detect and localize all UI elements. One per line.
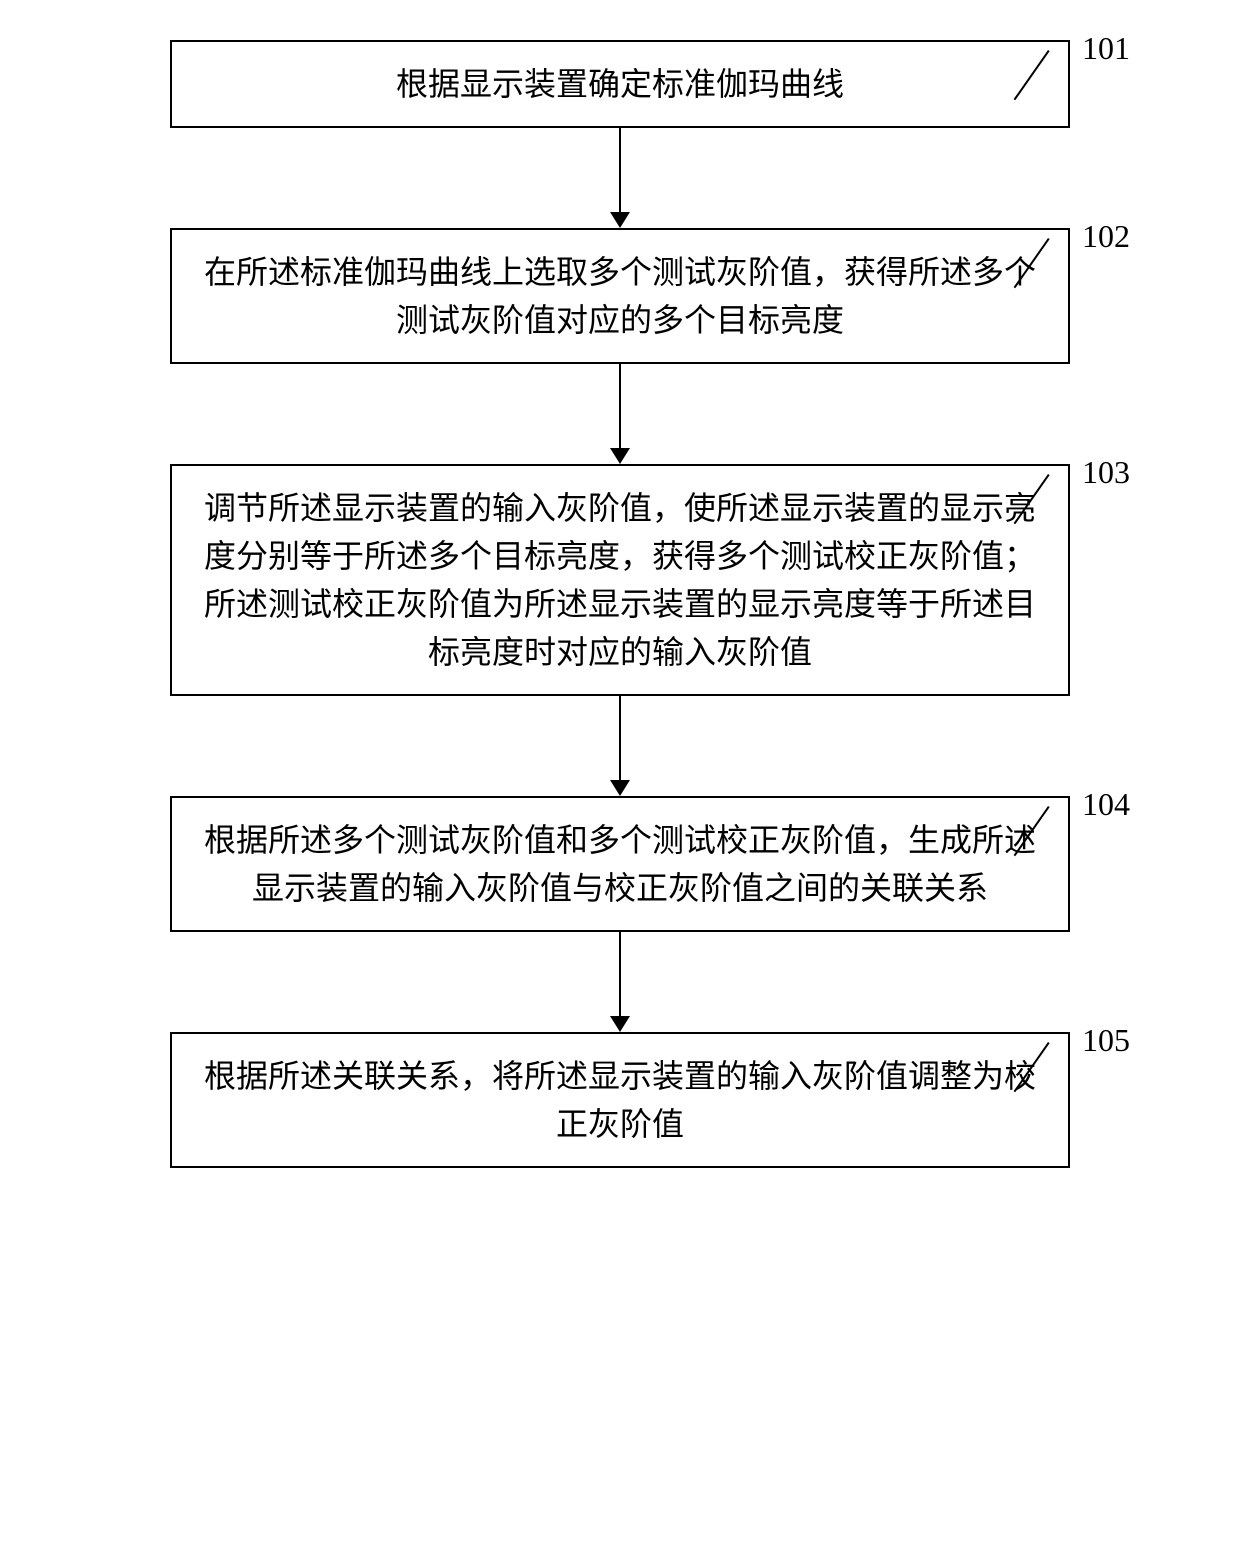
step-102-label: 102 [1082, 218, 1130, 255]
step-105-box: 根据所述关联关系，将所述显示装置的输入灰阶值调整为校正灰阶值 [170, 1032, 1070, 1168]
step-103-text: 调节所述显示装置的输入灰阶值，使所述显示装置的显示亮度分别等于所述多个目标亮度，… [204, 490, 1036, 670]
step-101-box: 根据显示装置确定标准伽玛曲线 [170, 40, 1070, 128]
arrow-line-2 [619, 364, 621, 448]
arrow-2 [610, 364, 630, 464]
arrow-head-1 [610, 212, 630, 228]
step-105-label: 105 [1082, 1022, 1130, 1059]
step-104-text: 根据所述多个测试灰阶值和多个测试校正灰阶值，生成所述显示装置的输入灰阶值与校正灰… [204, 822, 1036, 906]
arrow-head-4 [610, 1016, 630, 1032]
step-103-box: 调节所述显示装置的输入灰阶值，使所述显示装置的显示亮度分别等于所述多个目标亮度，… [170, 464, 1070, 696]
step-102-text: 在所述标准伽玛曲线上选取多个测试灰阶值，获得所述多个测试灰阶值对应的多个目标亮度 [204, 254, 1036, 338]
arrow-line-1 [619, 128, 621, 212]
step-103-container: 调节所述显示装置的输入灰阶值，使所述显示装置的显示亮度分别等于所述多个目标亮度，… [60, 464, 1180, 696]
arrow-3 [610, 696, 630, 796]
arrow-4 [610, 932, 630, 1032]
step-104-box: 根据所述多个测试灰阶值和多个测试校正灰阶值，生成所述显示装置的输入灰阶值与校正灰… [170, 796, 1070, 932]
step-104-label: 104 [1082, 786, 1130, 823]
arrow-1 [610, 128, 630, 228]
step-102-box: 在所述标准伽玛曲线上选取多个测试灰阶值，获得所述多个测试灰阶值对应的多个目标亮度 [170, 228, 1070, 364]
step-102-container: 在所述标准伽玛曲线上选取多个测试灰阶值，获得所述多个测试灰阶值对应的多个目标亮度… [60, 228, 1180, 364]
step-105-container: 根据所述关联关系，将所述显示装置的输入灰阶值调整为校正灰阶值 105 [60, 1032, 1180, 1168]
step-104-container: 根据所述多个测试灰阶值和多个测试校正灰阶值，生成所述显示装置的输入灰阶值与校正灰… [60, 796, 1180, 932]
arrow-line-3 [619, 696, 621, 780]
step-103-label: 103 [1082, 454, 1130, 491]
step-101-container: 根据显示装置确定标准伽玛曲线 101 [60, 40, 1180, 128]
arrow-head-3 [610, 780, 630, 796]
flowchart-container: 根据显示装置确定标准伽玛曲线 101 在所述标准伽玛曲线上选取多个测试灰阶值，获… [60, 40, 1180, 1168]
step-101-label: 101 [1082, 30, 1130, 67]
arrow-head-2 [610, 448, 630, 464]
step-101-text: 根据显示装置确定标准伽玛曲线 [396, 66, 844, 102]
step-105-text: 根据所述关联关系，将所述显示装置的输入灰阶值调整为校正灰阶值 [204, 1058, 1036, 1142]
arrow-line-4 [619, 932, 621, 1016]
